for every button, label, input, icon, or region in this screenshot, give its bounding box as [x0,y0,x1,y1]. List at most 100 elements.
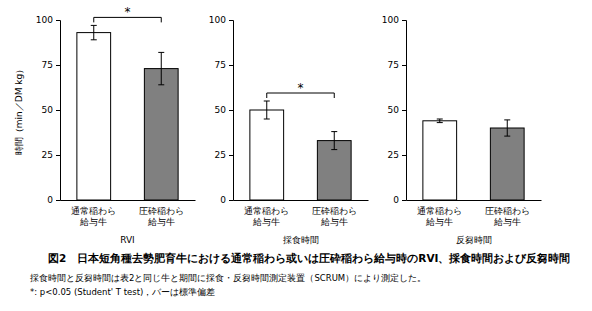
x-tick-label-line: 通常稲わら [71,206,116,216]
error-bar-stem [266,101,267,119]
y-tick-mark [229,200,233,201]
error-bar-stem [439,119,440,123]
x-tick-label: 圧砕稲わら給与牛 [312,206,357,226]
y-axis-line [229,21,234,201]
x-axis: 通常稲わら給与牛圧砕稲わら給与牛 [234,200,369,227]
x-axis: 通常稲わら給与牛 圧砕稲わら給与牛 [61,200,196,227]
y-axis-line [402,21,407,201]
y-tick-mark [56,200,60,201]
y-tick: 0 [393,195,406,205]
y-tick-mark [229,155,233,156]
error-bar [331,132,337,150]
marks [77,25,178,200]
y-tick-label: 100 [382,15,399,25]
y-tick-mark [402,20,406,21]
y-tick: 50 [388,105,406,115]
y-tick: 50 [215,105,233,115]
panel: 0255075100通常稲わら給与牛圧砕稲わら給与牛*採食時間 [209,15,369,245]
error-bar-cap [437,122,443,123]
y-tick-mark [56,155,60,156]
error-bar-stem [93,25,94,39]
bar [317,141,351,200]
error-bar [437,119,443,123]
error-bar-cap [331,149,337,150]
bar [423,121,457,200]
x-axis: 通常稲わら給与牛圧砕稲わら給与牛 [407,200,542,227]
y-tick-label: 0 [220,195,226,205]
x-tick: 圧砕稲わら給与牛 [312,200,357,227]
x-tick-label-line: 給与牛 [252,217,280,227]
y-tick-mark [56,110,60,111]
error-bar-cap [91,39,97,40]
x-tick-label-line: 圧砕稲わら [485,206,530,216]
error-bar [91,25,97,39]
panel: 0255075100通常稲わら給与牛圧砕稲わら給与牛*RVI時間（min／DM … [14,5,196,245]
y-tick-label: 25 [42,150,53,160]
marks [250,101,351,200]
error-bar-cap [91,25,97,26]
bar [490,128,524,200]
y-tick-mark [402,110,406,111]
x-tick-label: 通常稲わら給与牛 [244,206,289,226]
y-tick: 100 [382,15,406,25]
y-tick-mark [402,200,406,201]
y-tick: 0 [47,195,60,205]
y-tick: 25 [42,150,60,160]
note: *: p<0.05 (Student' T test)，バーは標準偏差 [30,287,215,297]
x-tick: 圧砕稲わら給与牛 [485,200,530,227]
x-axis-line [61,200,196,201]
x-tick-label-line: 給与牛 [79,217,107,227]
error-bar-cap [437,119,443,120]
x-tick-label-line: 通常稲わら [417,206,462,216]
y-tick-mark [56,20,60,21]
bar [144,69,178,200]
y-tick: 50 [42,105,60,115]
x-axis-line [407,200,542,201]
x-tick-label: 通常稲わら給与牛 [417,206,462,226]
error-bar-cap [264,101,270,102]
note: 採食時間と反芻時間は表2と同じ牛と期間に採食・反芻時間測定装置（SCRUM）によ… [30,273,426,283]
y-tick: 75 [215,60,233,70]
y-axis: 0 25 50 75 100 [382,15,407,205]
x-tick-label-line: 通常稲わら [244,206,289,216]
y-tick: 25 [388,150,406,160]
y-tick-label: 25 [388,150,399,160]
y-tick-mark [229,20,233,21]
x-tick: 通常稲わら給与牛 [417,200,462,227]
y-tick-label: 100 [209,15,226,25]
error-bar-stem [334,132,335,150]
x-tick: 圧砕稲わら給与牛 [139,200,184,227]
y-tick-label: 75 [215,60,226,70]
bar [250,110,284,200]
x-tick-label-line: 給与牛 [320,217,348,227]
x-axis-title: 反芻時間 [456,235,492,245]
y-tick-label: 0 [47,195,53,205]
y-tick: 100 [36,15,60,25]
error-bar-cap [504,119,510,120]
x-tick-label: 圧砕稲わら給与牛 [139,206,184,226]
y-tick-mark [402,65,406,66]
x-axis-title: RVI [120,235,135,245]
error-bar-cap [158,52,164,53]
y-axis: 0255075100 [36,15,61,205]
x-tick-label: 圧砕稲わら給与牛 [485,206,530,226]
error-bar-cap [264,119,270,120]
y-tick-label: 50 [42,105,54,115]
y-tick-mark [229,110,233,111]
error-bar-cap [504,136,510,137]
error-bar-cap [331,131,337,132]
y-tick-mark [229,65,233,66]
y-tick-label: 50 [215,105,227,115]
y-tick: 0 [220,195,233,205]
figure-title: 図2 日本短角種去勢肥育牛における通常稲わら或いは圧砕稲わら給与時のRVI、採食… [48,252,570,265]
y-tick-mark [56,65,60,66]
figure: 0255075100通常稲わら給与牛圧砕稲わら給与牛*RVI時間（min／DM … [0,0,592,311]
marks [423,119,524,200]
y-tick-label: 25 [215,150,226,160]
x-tick: 通常稲わら給与牛 [244,200,289,227]
y-tick: 75 [388,60,406,70]
x-axis-title: 採食時間 [283,235,319,245]
x-tick-label-line: 圧砕稲わら [139,206,184,216]
x-tick-label-line: 給与牛 [425,217,453,227]
error-bar [158,52,164,84]
